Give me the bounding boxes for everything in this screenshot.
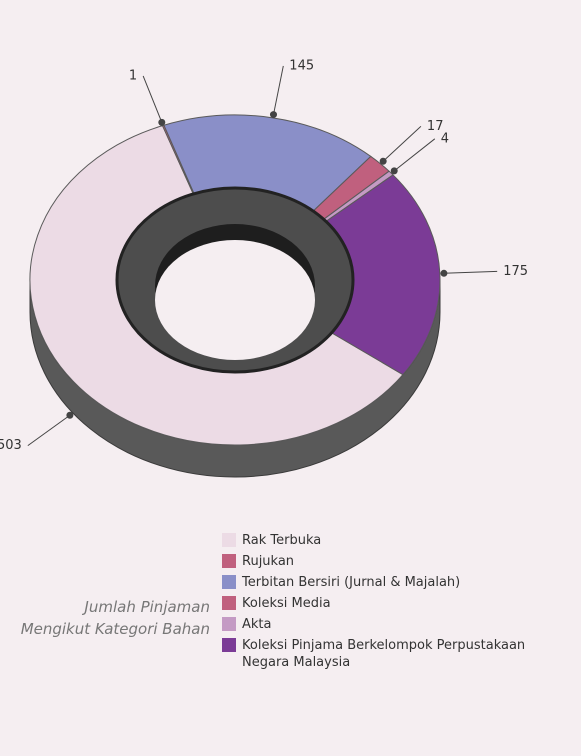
legend-swatch — [222, 596, 236, 610]
legend-swatch — [222, 533, 236, 547]
leader-line — [273, 65, 284, 115]
leader-line — [382, 125, 422, 162]
legend-item: Koleksi Pinjama Berkelompok Perpustakaan… — [222, 637, 567, 671]
legend-label: Koleksi Pinjama Berkelompok Perpustakaan… — [242, 638, 526, 670]
legend-swatch — [222, 638, 236, 652]
legend-label: Terbitan Bersiri (Jurnal & Majalah) — [242, 575, 461, 590]
value-label: 17 — [427, 119, 444, 134]
legend-item: Rujukan — [222, 553, 567, 570]
legend: Rak Terbuka Rujukan Terbitan Bersiri (Jurn… — [222, 532, 567, 675]
value-label: 503 — [0, 438, 22, 453]
legend-item: Koleksi Media — [222, 595, 567, 612]
legend-label: Akta — [242, 617, 272, 632]
legend-label: Koleksi Media — [242, 596, 331, 611]
chart-title: Jumlah Pinjaman Mengikut Kategori Bahan — [20, 598, 210, 638]
legend-swatch — [222, 554, 236, 568]
leader-line — [27, 414, 71, 447]
legend-item: Rak Terbuka — [222, 532, 567, 549]
value-label: 145 — [289, 58, 314, 73]
donut-chart: 503 1 145 174 175 — [0, 58, 528, 478]
value-label: 1 — [129, 68, 137, 83]
leader-line — [393, 138, 436, 172]
legend-swatch — [222, 575, 236, 589]
leader-line — [142, 75, 163, 123]
legend-swatch — [222, 617, 236, 631]
legend-label: Rak Terbuka — [242, 533, 322, 548]
legend-label: Rujukan — [242, 554, 295, 569]
value-label: 4 — [441, 131, 449, 146]
legend-item: Terbitan Bersiri (Jurnal & Majalah) — [222, 574, 567, 591]
hole — [155, 240, 315, 360]
leader-line — [443, 270, 498, 274]
value-label: 175 — [503, 264, 528, 279]
legend-item: Akta — [222, 616, 567, 633]
